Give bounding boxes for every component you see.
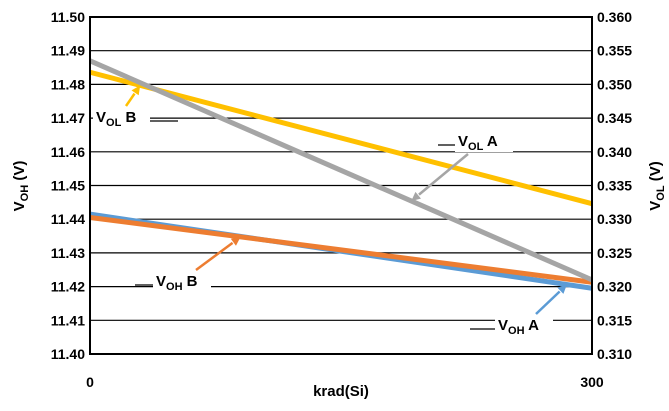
y-right-tick-label: 0.335	[597, 178, 632, 194]
y-axis-right-label: VOL (V)	[647, 161, 667, 210]
y-right-label-main: V	[647, 201, 664, 211]
y-left-tick-label: 11.41	[51, 312, 85, 328]
y-left-tick-label: 11.47	[51, 110, 85, 126]
annotation-bg	[455, 132, 513, 152]
y-right-label-sub: OL	[655, 185, 667, 201]
x-tick-label: 0	[86, 374, 94, 390]
annotation-arrows	[93, 85, 567, 330]
y-right-tick-label: 0.340	[597, 144, 632, 160]
arrow-voh-a	[535, 290, 561, 315]
y-left-label-main: V	[11, 201, 28, 211]
y-right-tick-label: 0.315	[597, 312, 632, 328]
tick-labels: 11.40 0.310 11.41 0.315 11.42 0.320 11.43 0.325…	[51, 9, 633, 390]
arrowhead-vol-b	[131, 85, 141, 96]
y-left-label-unit: (V)	[11, 161, 28, 185]
annotation-voh-b: VOH B	[156, 273, 198, 293]
y-right-tick-label: 0.355	[597, 43, 632, 59]
y-left-tick-label: 11.46	[51, 144, 85, 160]
x-tick-label: 300	[580, 374, 604, 390]
x-axis-label: krad(Si)	[313, 383, 369, 400]
y-right-tick-label: 0.345	[597, 110, 632, 126]
y-left-tick-label: 11.50	[51, 9, 85, 25]
y-right-tick-label: 0.325	[597, 245, 632, 261]
arrowhead-voh-b	[230, 236, 241, 246]
series-line-vol-a	[89, 58, 593, 283]
annotation-vol-b: VOL B	[96, 109, 136, 129]
annotation-voh-a: VOH A	[498, 317, 539, 337]
y-left-tick-label: 11.48	[51, 76, 85, 92]
annotation-vol-a: VOL A	[458, 133, 498, 153]
y-right-tick-label: 0.330	[597, 211, 632, 227]
y-left-tick-label: 11.44	[51, 211, 85, 227]
arrow-vol-a	[418, 153, 469, 196]
y-left-tick-label: 11.40	[51, 346, 85, 362]
annotation-bg	[495, 316, 553, 336]
annotation-bg	[93, 108, 150, 128]
series-line-voh-b	[89, 215, 593, 285]
series-lines	[89, 58, 593, 291]
annotation-labels: VOL B VOL A VOH B VOH A	[93, 108, 553, 337]
arrow-vol-b	[124, 92, 136, 107]
y-right-tick-label: 0.360	[597, 9, 632, 25]
y-axis-left-label: VOH (V)	[11, 161, 31, 212]
y-left-label-sub: OH	[19, 185, 31, 202]
y-right-tick-label: 0.350	[597, 76, 632, 92]
y-left-tick-label: 11.43	[51, 245, 85, 261]
arrowhead-voh-a	[557, 284, 567, 294]
arrowhead-vol-a	[411, 191, 421, 202]
annotation-bg	[153, 272, 211, 292]
y-left-tick-label: 11.45	[51, 178, 85, 194]
series-line-vol-b	[89, 69, 593, 207]
arrow-voh-b	[195, 241, 234, 272]
y-right-label-unit: (V)	[647, 161, 664, 185]
y-right-tick-label: 0.320	[597, 279, 632, 295]
y-left-tick-label: 11.49	[51, 43, 85, 59]
y-left-tick-label: 11.42	[51, 279, 85, 295]
plot-frame	[89, 16, 593, 355]
y-right-tick-label: 0.310	[597, 346, 632, 362]
